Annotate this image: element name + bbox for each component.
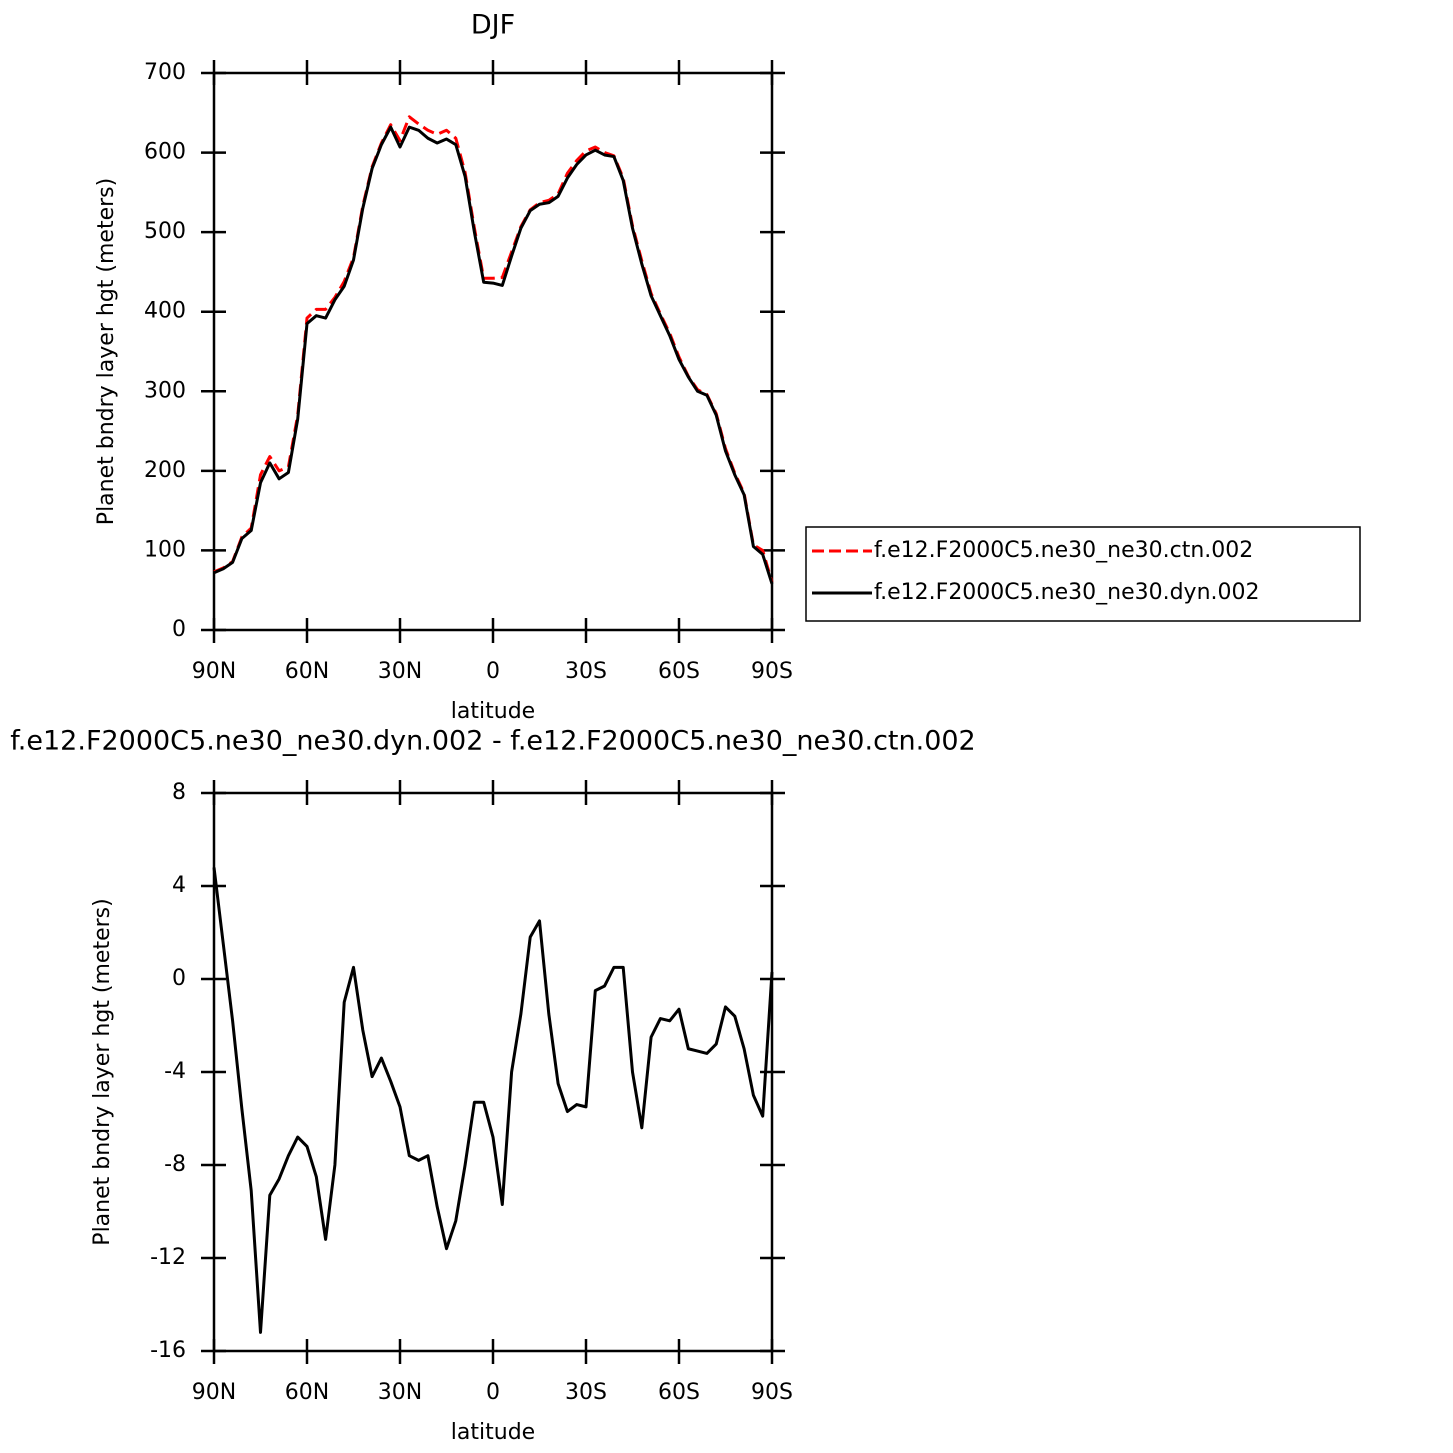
line-series bbox=[212, 867, 774, 1334]
y-tick-label: 100 bbox=[144, 537, 186, 562]
y-tick-label: -12 bbox=[150, 1245, 186, 1270]
y-tick-label: 700 bbox=[144, 60, 186, 85]
y-tick-label: 0 bbox=[172, 617, 186, 642]
legend-box bbox=[805, 526, 1361, 622]
chart-title: DJF bbox=[471, 10, 515, 41]
y-tick-label: 8 bbox=[172, 780, 186, 805]
y-tick-label: 400 bbox=[144, 299, 186, 324]
x-tick-label: 0 bbox=[486, 659, 500, 684]
chart-title: f.e12.F2000C5.ne30_ne30.dyn.002 - f.e12.… bbox=[10, 726, 975, 757]
y-tick-label: 200 bbox=[144, 458, 186, 483]
x-tick-label: 60N bbox=[285, 659, 329, 684]
x-tick-label: 60S bbox=[658, 1380, 700, 1405]
line-series bbox=[213, 115, 774, 583]
y-tick-label: -8 bbox=[164, 1152, 186, 1177]
y-tick-label: 500 bbox=[144, 219, 186, 244]
x-axis-label: latitude bbox=[451, 699, 535, 724]
x-tick-label: 90N bbox=[192, 659, 236, 684]
x-tick-label: 90N bbox=[192, 1380, 236, 1405]
legend-label: f.e12.F2000C5.ne30_ne30.dyn.002 bbox=[874, 580, 1260, 605]
plot-frame bbox=[212, 791, 774, 1353]
line-series bbox=[213, 125, 774, 585]
x-tick-label: 60S bbox=[658, 659, 700, 684]
x-tick-label: 90S bbox=[751, 659, 793, 684]
y-axis-label: Planet bndry layer hgt (meters) bbox=[94, 178, 119, 525]
x-tick-label: 60N bbox=[285, 1380, 329, 1405]
x-tick-label: 30S bbox=[565, 1380, 607, 1405]
y-axis-label: Planet bndry layer hgt (meters) bbox=[90, 898, 115, 1245]
y-tick-label: 600 bbox=[144, 140, 186, 165]
x-axis-label: latitude bbox=[451, 1420, 535, 1445]
plot-frame bbox=[212, 71, 774, 632]
y-tick-label: 0 bbox=[172, 966, 186, 991]
legend-label: f.e12.F2000C5.ne30_ne30.ctn.002 bbox=[874, 538, 1253, 563]
x-tick-label: 90S bbox=[751, 1380, 793, 1405]
x-tick-label: 30N bbox=[378, 659, 422, 684]
y-tick-label: 4 bbox=[172, 873, 186, 898]
y-tick-label: -4 bbox=[164, 1059, 186, 1084]
y-tick-label: -16 bbox=[150, 1338, 186, 1363]
y-tick-label: 300 bbox=[144, 378, 186, 403]
x-tick-label: 0 bbox=[486, 1380, 500, 1405]
x-tick-label: 30S bbox=[565, 659, 607, 684]
x-tick-label: 30N bbox=[378, 1380, 422, 1405]
